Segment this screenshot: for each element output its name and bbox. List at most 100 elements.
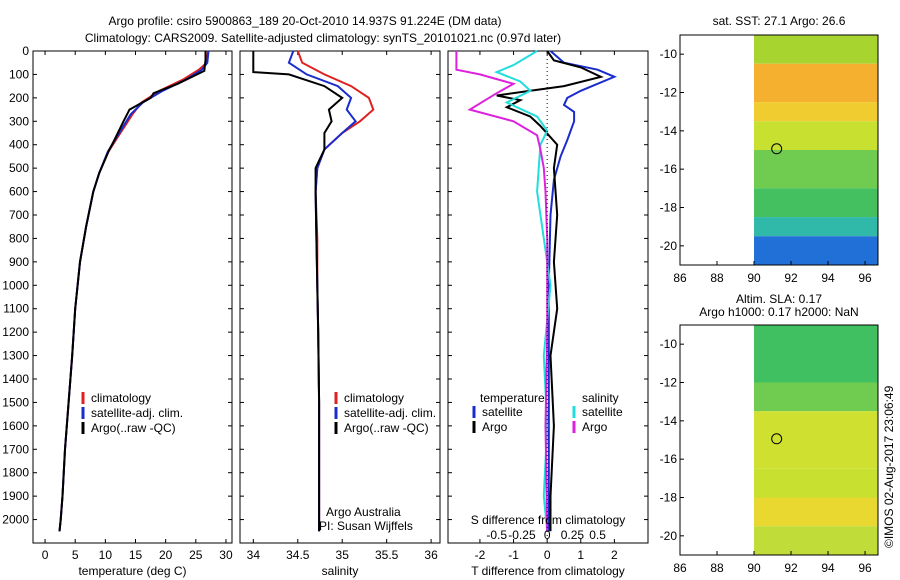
sla_map-subtitle: Argo h1000: 0.17 h2000: NaN [699, 305, 858, 319]
sla_map-xtick-label: 92 [784, 561, 798, 575]
sla_map-xtick-label: 96 [858, 561, 872, 575]
sla_map-band [754, 325, 878, 383]
difference-xtick-label: 1 [577, 548, 584, 562]
salinity-series-satellite [287, 50, 357, 532]
sst_map-xtick-label: 88 [710, 271, 724, 285]
difference-legend-right-label: Argo [582, 420, 608, 434]
difference-xtick-label: 0 [544, 548, 551, 562]
sst_map-ytick-label: -20 [660, 239, 678, 253]
sla_map-band [754, 526, 878, 555]
temperature-ytick-label: 1400 [2, 372, 29, 386]
temperature-ytick-label: 2000 [2, 513, 29, 527]
salinity-xtick-label: 34 [247, 548, 261, 562]
temperature-legend-label: climatology [91, 391, 151, 405]
sla_map-ytick-label: -12 [660, 376, 678, 390]
sst_map-ytick-label: -18 [660, 201, 678, 215]
difference-series-satellite_s [494, 50, 552, 532]
sla_map-band [754, 382, 878, 412]
temperature-legend-label: Argo(..raw -QC) [91, 421, 176, 435]
salinity-series-climatology [296, 50, 375, 532]
temperature-ytick-label: 0 [22, 44, 29, 58]
sla_map-profile-marker [771, 433, 783, 445]
temperature-ytick-label: 900 [9, 255, 29, 269]
salinity-legend-label: Argo(..raw -QC) [344, 421, 429, 435]
temperature-ytick-label: 1900 [2, 489, 29, 503]
salinity-legend-label: climatology [344, 391, 404, 405]
sla_map-title: Altim. SLA: 0.17 [736, 292, 822, 306]
difference-panel: -2 -1 0 1 2 T difference from climatology -0.5… [447, 50, 649, 578]
difference-xtick-label: -2 [475, 548, 486, 562]
temperature-ytick-label: 1600 [2, 419, 29, 433]
sla_map-axes-frame [679, 324, 879, 556]
sla_map-panel: 86 88 90 92 94 96 -10 -12 -14 -16 -18 -20 Altim. SLA… [660, 292, 879, 575]
sst_map-ytick-label: -12 [660, 86, 678, 100]
sla_map-band [754, 411, 878, 469]
difference-top-label: S difference from climatology [471, 513, 626, 527]
difference-xtick-label: 2 [611, 548, 618, 562]
temperature-ytick-label: 800 [9, 231, 29, 245]
sst_map-xtick-label: 96 [858, 271, 872, 285]
sst_map-band [754, 102, 878, 122]
salinity-xlabel: salinity [322, 564, 359, 578]
temperature-ytick-label: 100 [9, 67, 29, 81]
difference-series-argo [496, 50, 604, 532]
difference-legend-left-label: satellite [482, 405, 523, 419]
salinity-legend-label: satellite-adj. clim. [344, 406, 436, 420]
sst_map-xtick-label: 94 [821, 271, 835, 285]
difference-stick-label: -0.5 [486, 528, 507, 542]
temperature-xtick-label: 20 [159, 548, 173, 562]
sla_map-ytick-label: -18 [660, 491, 678, 505]
temperature-ytick-label: 200 [9, 91, 29, 105]
sla_map-ytick-label: -16 [660, 452, 678, 466]
temperature-ytick-label: 300 [9, 114, 29, 128]
difference-legend-left-label: Argo [482, 420, 508, 434]
sst_map-band [754, 150, 878, 189]
sst_map-band [754, 217, 878, 237]
temperature-series-satellite [58, 50, 210, 532]
salinity-xtick-label: 35 [336, 548, 350, 562]
difference-legend-right-label: satellite [582, 405, 623, 419]
temperature-xtick-label: 25 [189, 548, 203, 562]
sla_map-band [754, 468, 878, 498]
difference-legend-right-title: salinity [582, 391, 619, 405]
temperature-ytick-label: 1000 [2, 278, 29, 292]
sst_map-title: sat. SST: 27.1 Argo: 26.6 [713, 14, 846, 28]
sla_map-ytick-label: -14 [660, 414, 678, 428]
temperature-ytick-label: 500 [9, 161, 29, 175]
sst_map-band [754, 121, 878, 150]
salinity-xtick-label: 35.5 [375, 548, 399, 562]
temperature-series-argo [58, 51, 207, 532]
salinity-xtick-label: 34.5 [286, 548, 310, 562]
difference-stick-label: -0.25 [508, 528, 536, 542]
temperature-xtick-label: 5 [72, 548, 79, 562]
temperature-ytick-label: 600 [9, 185, 29, 199]
difference-xtick-label: -1 [508, 548, 519, 562]
salinity-axes-frame [239, 50, 441, 544]
difference-series-argo_s [455, 51, 549, 532]
sst_map-profile-marker [771, 143, 783, 155]
temperature-ytick-label: 1700 [2, 442, 29, 456]
difference-stick-label: 0.5 [589, 528, 606, 542]
salinity-xtick-label: 36 [424, 548, 438, 562]
sst_map-axes-frame [679, 34, 879, 266]
sst_map-ytick-label: -14 [660, 124, 678, 138]
temperature-legend-label: satellite-adj. clim. [91, 406, 183, 420]
sst_map-band [754, 63, 878, 103]
sla_map-xtick-label: 88 [710, 561, 724, 575]
difference-legend-left-title: temperature [480, 391, 545, 405]
temperature-panel: 0 5 10 15 20 25 300100200300400500600700800900… [2, 44, 233, 578]
temperature-ytick-label: 1100 [3, 302, 29, 316]
sst_map-xtick-label: 86 [673, 271, 687, 285]
sla_map-ytick-label: -20 [660, 529, 678, 543]
temperature-ytick-label: 400 [9, 138, 29, 152]
credit-line1: Argo Australia [326, 505, 401, 519]
copyright-stamp: ©IMOS 02-Aug-2017 23:06:49 [882, 385, 896, 548]
temperature-xlabel: temperature (deg C) [78, 564, 186, 578]
sla_map-ytick-label: -10 [660, 337, 678, 351]
temperature-series-climatology [58, 50, 209, 532]
sst_map-panel: 86 88 90 92 94 96 -10 -12 -14 -16 -18 -20 sat. SST: … [660, 14, 879, 285]
temperature-ytick-label: 1300 [2, 349, 29, 363]
salinity-panel: 34 34.5 35 35.5 36 salinity climatologysatelli… [239, 50, 441, 578]
difference-stick-label: 0.25 [561, 528, 585, 542]
